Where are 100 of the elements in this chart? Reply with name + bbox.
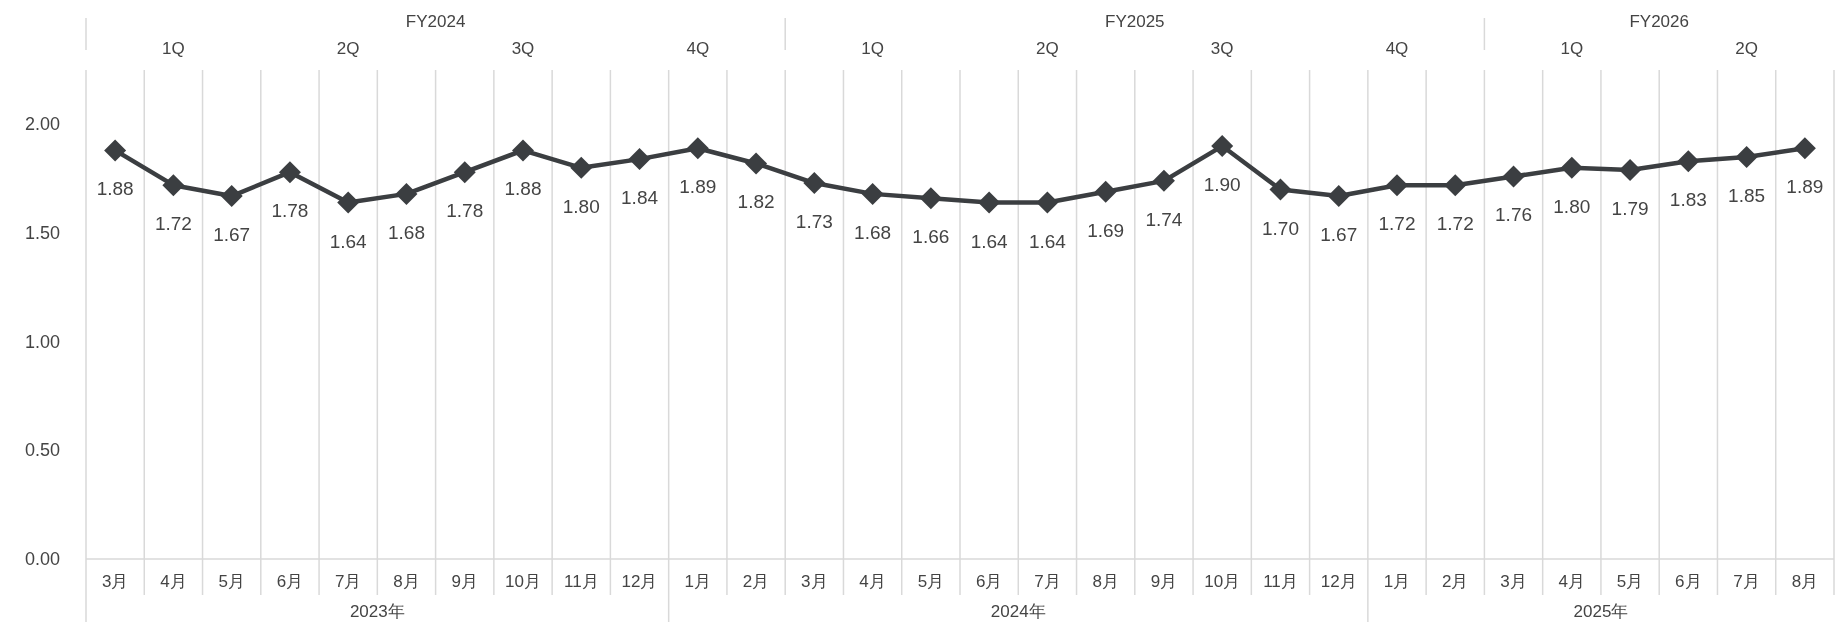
- point: [453, 161, 476, 184]
- data-label: 1.90: [1203, 174, 1241, 196]
- data-label: 1.78: [271, 200, 309, 222]
- data-label: 1.89: [679, 176, 717, 198]
- x-tick-label: 12月: [1320, 572, 1357, 591]
- data-label: 1.68: [854, 221, 892, 243]
- point: [1211, 135, 1234, 158]
- point: [104, 139, 127, 162]
- data-label: 1.78: [446, 200, 484, 222]
- x-tick-label: 6月: [1675, 572, 1702, 591]
- x-tick-label: 10月: [1204, 572, 1241, 591]
- data-label: 1.74: [1145, 208, 1183, 230]
- data-label: 1.80: [562, 195, 600, 217]
- point: [1269, 178, 1292, 201]
- point: [745, 152, 768, 175]
- data-label: 1.79: [1611, 197, 1649, 219]
- point: [1677, 150, 1700, 173]
- point: [1386, 174, 1408, 197]
- data-label: 1.89: [1786, 176, 1824, 198]
- data-label: 1.64: [970, 230, 1009, 252]
- x-tick-label: 6月: [975, 572, 1003, 591]
- data-label: 1.82: [737, 191, 775, 213]
- text: 2Q: [336, 39, 360, 58]
- point: [220, 185, 243, 208]
- x-tick-label: 12月: [621, 572, 658, 591]
- point: [978, 191, 1001, 214]
- data-label: 1.85: [1728, 184, 1766, 206]
- point: [1560, 156, 1583, 179]
- x-tick-label: 2月: [1442, 572, 1469, 591]
- x-tick-label: 3月: [801, 572, 828, 591]
- data-label: 1.76: [1495, 204, 1533, 226]
- text: 1Q: [861, 39, 884, 58]
- text: 2023年: [349, 602, 405, 621]
- point: [1735, 145, 1758, 168]
- data-label: 1.68: [387, 221, 425, 243]
- x-tick-label: 8月: [1791, 572, 1819, 591]
- data-label: 1.64: [329, 230, 368, 252]
- data-label: 1.67: [213, 224, 251, 246]
- text: 3Q: [511, 39, 535, 58]
- y-tick-label: 1.50: [24, 223, 60, 243]
- text: 2025年: [1573, 602, 1629, 621]
- point: [162, 174, 185, 197]
- x-tick-label: 4月: [1558, 572, 1586, 591]
- data-label: 1.72: [1378, 213, 1416, 235]
- data-label: 1.66: [912, 226, 950, 248]
- x-tick-label: 9月: [1150, 572, 1178, 591]
- data-label: 1.67: [1320, 224, 1358, 246]
- point: [570, 156, 593, 179]
- point: [686, 137, 709, 160]
- x-tick-label: 3月: [1500, 572, 1527, 591]
- text: 2Q: [1036, 39, 1059, 58]
- x-tick-label: 11月: [563, 572, 599, 591]
- y-tick-label: 2.00: [24, 114, 60, 135]
- text: 2Q: [1735, 39, 1758, 58]
- x-tick-label: 7月: [1034, 572, 1061, 591]
- x-tick-label: 1月: [1383, 572, 1411, 591]
- text: FY2024: [405, 12, 466, 31]
- x-tick-label: 8月: [1092, 572, 1119, 591]
- text: 1Q: [162, 39, 185, 58]
- x-tick-label: 11月: [1263, 572, 1298, 591]
- x-tick-label: 2月: [742, 572, 770, 591]
- data-label: 1.84: [621, 187, 659, 209]
- data-label: 1.64: [1028, 230, 1067, 252]
- x-tick-label: 7月: [334, 572, 362, 591]
- point: [861, 182, 884, 205]
- point: [803, 172, 826, 195]
- point: [1152, 169, 1175, 192]
- point: [337, 191, 360, 214]
- point: [1094, 180, 1117, 203]
- data-label: 1.69: [1087, 219, 1125, 241]
- y-tick-label: 1.00: [24, 331, 60, 352]
- point: [278, 161, 301, 184]
- point: [628, 148, 651, 171]
- point: [1619, 158, 1642, 181]
- point: [919, 187, 942, 210]
- data-label: 1.80: [1553, 195, 1591, 217]
- point: [395, 182, 418, 205]
- x-tick-label: 8月: [393, 572, 420, 591]
- point: [1502, 165, 1525, 188]
- x-tick-label: 6月: [276, 572, 304, 591]
- point: [1793, 137, 1816, 160]
- point: [1036, 191, 1059, 214]
- x-tick-label: 5月: [218, 572, 245, 591]
- x-tick-label: 4月: [160, 572, 187, 591]
- data-label: 1.72: [154, 213, 192, 235]
- x-tick-label: 7月: [1733, 572, 1760, 591]
- data-label: 1.70: [1261, 217, 1299, 239]
- point: [1444, 174, 1467, 197]
- x-tick-label: 9月: [451, 572, 478, 591]
- text: 2024年: [990, 602, 1046, 621]
- data-label: 1.88: [504, 178, 542, 200]
- data-label: 1.88: [96, 178, 134, 200]
- text: FY2026: [1629, 12, 1689, 31]
- y-tick-label: 0.50: [24, 440, 60, 461]
- text: 4Q: [686, 39, 710, 58]
- x-tick-label: 5月: [917, 572, 945, 591]
- text: 4Q: [1385, 39, 1409, 58]
- x-tick-label: 1月: [684, 572, 712, 591]
- text: FY2025: [1105, 12, 1165, 31]
- y-tick-label: 0.00: [24, 549, 60, 569]
